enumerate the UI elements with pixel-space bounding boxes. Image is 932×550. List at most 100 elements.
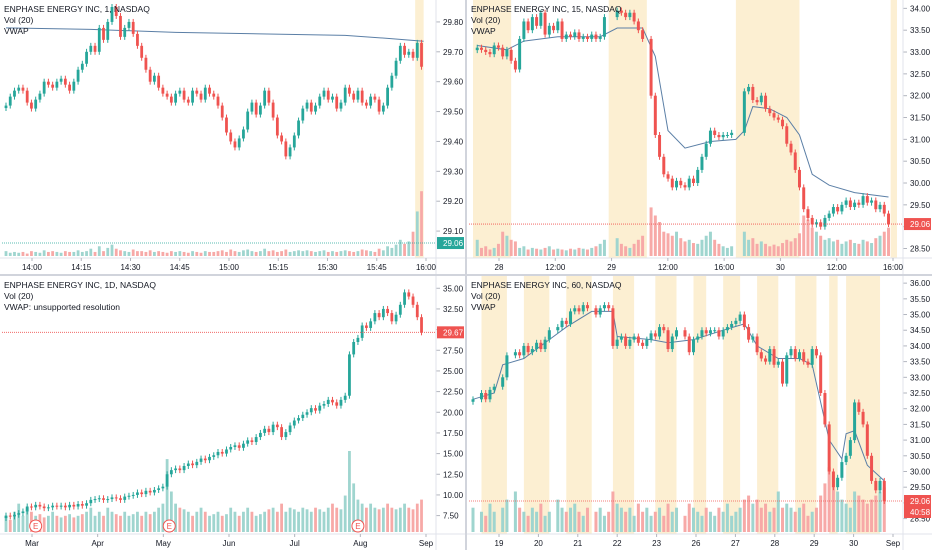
candle [131,494,135,496]
candle [21,87,25,91]
volume-bar [683,515,687,532]
volume-bar [216,251,220,256]
chart-svg[interactable]: 34.00 33.50 33.00 32.50 32.00 31.50 31.00 30.50… [467,0,932,274]
candle [34,504,38,508]
candle [827,213,831,218]
price-axis-label: 10.00 [443,491,464,500]
candle [543,12,547,35]
volume-bar [102,251,105,256]
volume-indicator-label[interactable]: Vol (20) [4,291,34,301]
volume-bar [131,249,135,256]
candle [751,336,755,340]
chart-pane-15min[interactable]: ENPHASE ENERGY INC, 15, NASDAQ Vol (20) … [467,0,932,274]
volume-bar [636,239,640,256]
volume-indicator-label[interactable]: Vol (20) [4,15,34,25]
candle [882,480,886,502]
volume-bar [522,511,526,532]
candle [738,314,742,321]
chart-svg[interactable]: 35.0032.5030.0027.5025.0022.5020.0017.50… [0,276,465,550]
candle [662,156,666,175]
candle [275,424,279,428]
candle [106,499,110,501]
symbol-title[interactable]: ENPHASE ENERGY INC, 60, NASDAQ [471,280,622,290]
symbol-title[interactable]: ENPHASE ENERGY INC, 1, NASDAQ [4,4,150,14]
volume-bar [708,511,712,532]
candle [713,130,717,135]
time-axis-label: 29 [810,539,819,548]
candle [518,352,522,356]
time-axis-label: 15:45 [367,263,388,272]
volume-bar [97,246,101,256]
vwap-indicator-label[interactable]: VWAP [471,302,496,312]
price-axis-label: 28.50 [910,515,931,524]
volume-bar [857,243,861,256]
vwap-indicator-label[interactable]: VWAP [4,26,29,36]
price-axis-label: 29.50 [910,201,931,210]
volume-bar [742,231,746,256]
volume-bar [539,249,543,256]
candle [80,63,84,70]
time-axis-label: 15:15 [268,263,289,272]
volume-bar [30,251,33,256]
volume-bar [407,507,411,532]
candle [386,308,389,314]
volume-bar [759,507,763,532]
volume-bar [237,515,241,532]
volume-bar [13,511,16,532]
vwap-indicator-label[interactable]: VWAP [471,26,496,36]
time-axis-label: Mar [25,539,39,548]
candle [687,336,691,353]
candle [882,204,886,214]
last-price-label: 29.06 [443,239,464,248]
candle [636,21,640,31]
price-axis-label: 27.50 [443,346,464,355]
price-axis-label: 33.00 [910,48,931,57]
volume-bar [51,511,55,532]
volume-indicator-label[interactable]: Vol (20) [471,291,501,301]
candle [106,21,110,40]
candle [585,36,589,39]
volume-bar [55,515,59,532]
time-axis-label: 30 [849,539,858,548]
chart-svg[interactable]: 36.00 35.50 35.00 34.50 34.00 33.50 33.00 32.50… [467,276,932,550]
volume-indicator-label[interactable]: Vol (20) [471,15,501,25]
symbol-title[interactable]: ENPHASE ENERGY INC, 15, NASDAQ [471,4,622,14]
volume-bar [632,243,636,256]
chart-pane-daily[interactable]: ENPHASE ENERGY INC, 1D, NASDAQ Vol (20) … [0,276,465,550]
volume-bar [195,511,199,532]
volume-bar [730,246,734,256]
candle [781,361,785,384]
candle [662,327,666,331]
volume-bar [759,241,763,256]
volume-bar [72,517,76,532]
candle [191,463,194,466]
chart-pane-1min[interactable]: ENPHASE ENERGY INC, 1, NASDAQ Vol (20) V… [0,0,465,274]
volume-bar [624,511,628,532]
candle [870,455,874,481]
symbol-title[interactable]: ENPHASE ENERGY INC, 1D, NASDAQ [4,280,156,290]
volume-bar [127,251,131,256]
volume-bar [191,251,194,256]
candle [785,355,789,384]
pane-divider-horizontal[interactable] [0,274,932,276]
countdown-badge [904,507,931,519]
volume-bar [390,507,394,532]
candle [649,38,653,96]
volume-bar [738,507,742,532]
volume-bar [734,511,738,532]
price-axis-label: 17.50 [443,429,464,438]
volume-bar [755,243,759,256]
chart-svg[interactable]: 29.80 29.70 29.60 29.50 29.40 29.30 29.20 29.10… [0,0,465,274]
chart-pane-60min[interactable]: ENPHASE ENERGY INC, 60, NASDAQ Vol (20) … [467,276,932,550]
volume-bar [844,503,848,532]
candle [17,87,21,91]
candle [704,330,708,334]
candle [734,320,738,324]
volume-bar [403,243,406,256]
volume-bar [530,507,534,532]
vwap-indicator-label[interactable]: VWAP: unsupported resolution [4,302,120,312]
volume-bar [38,252,42,256]
volume-bar [127,515,131,532]
volume-bar [47,515,50,532]
candle [759,95,763,103]
